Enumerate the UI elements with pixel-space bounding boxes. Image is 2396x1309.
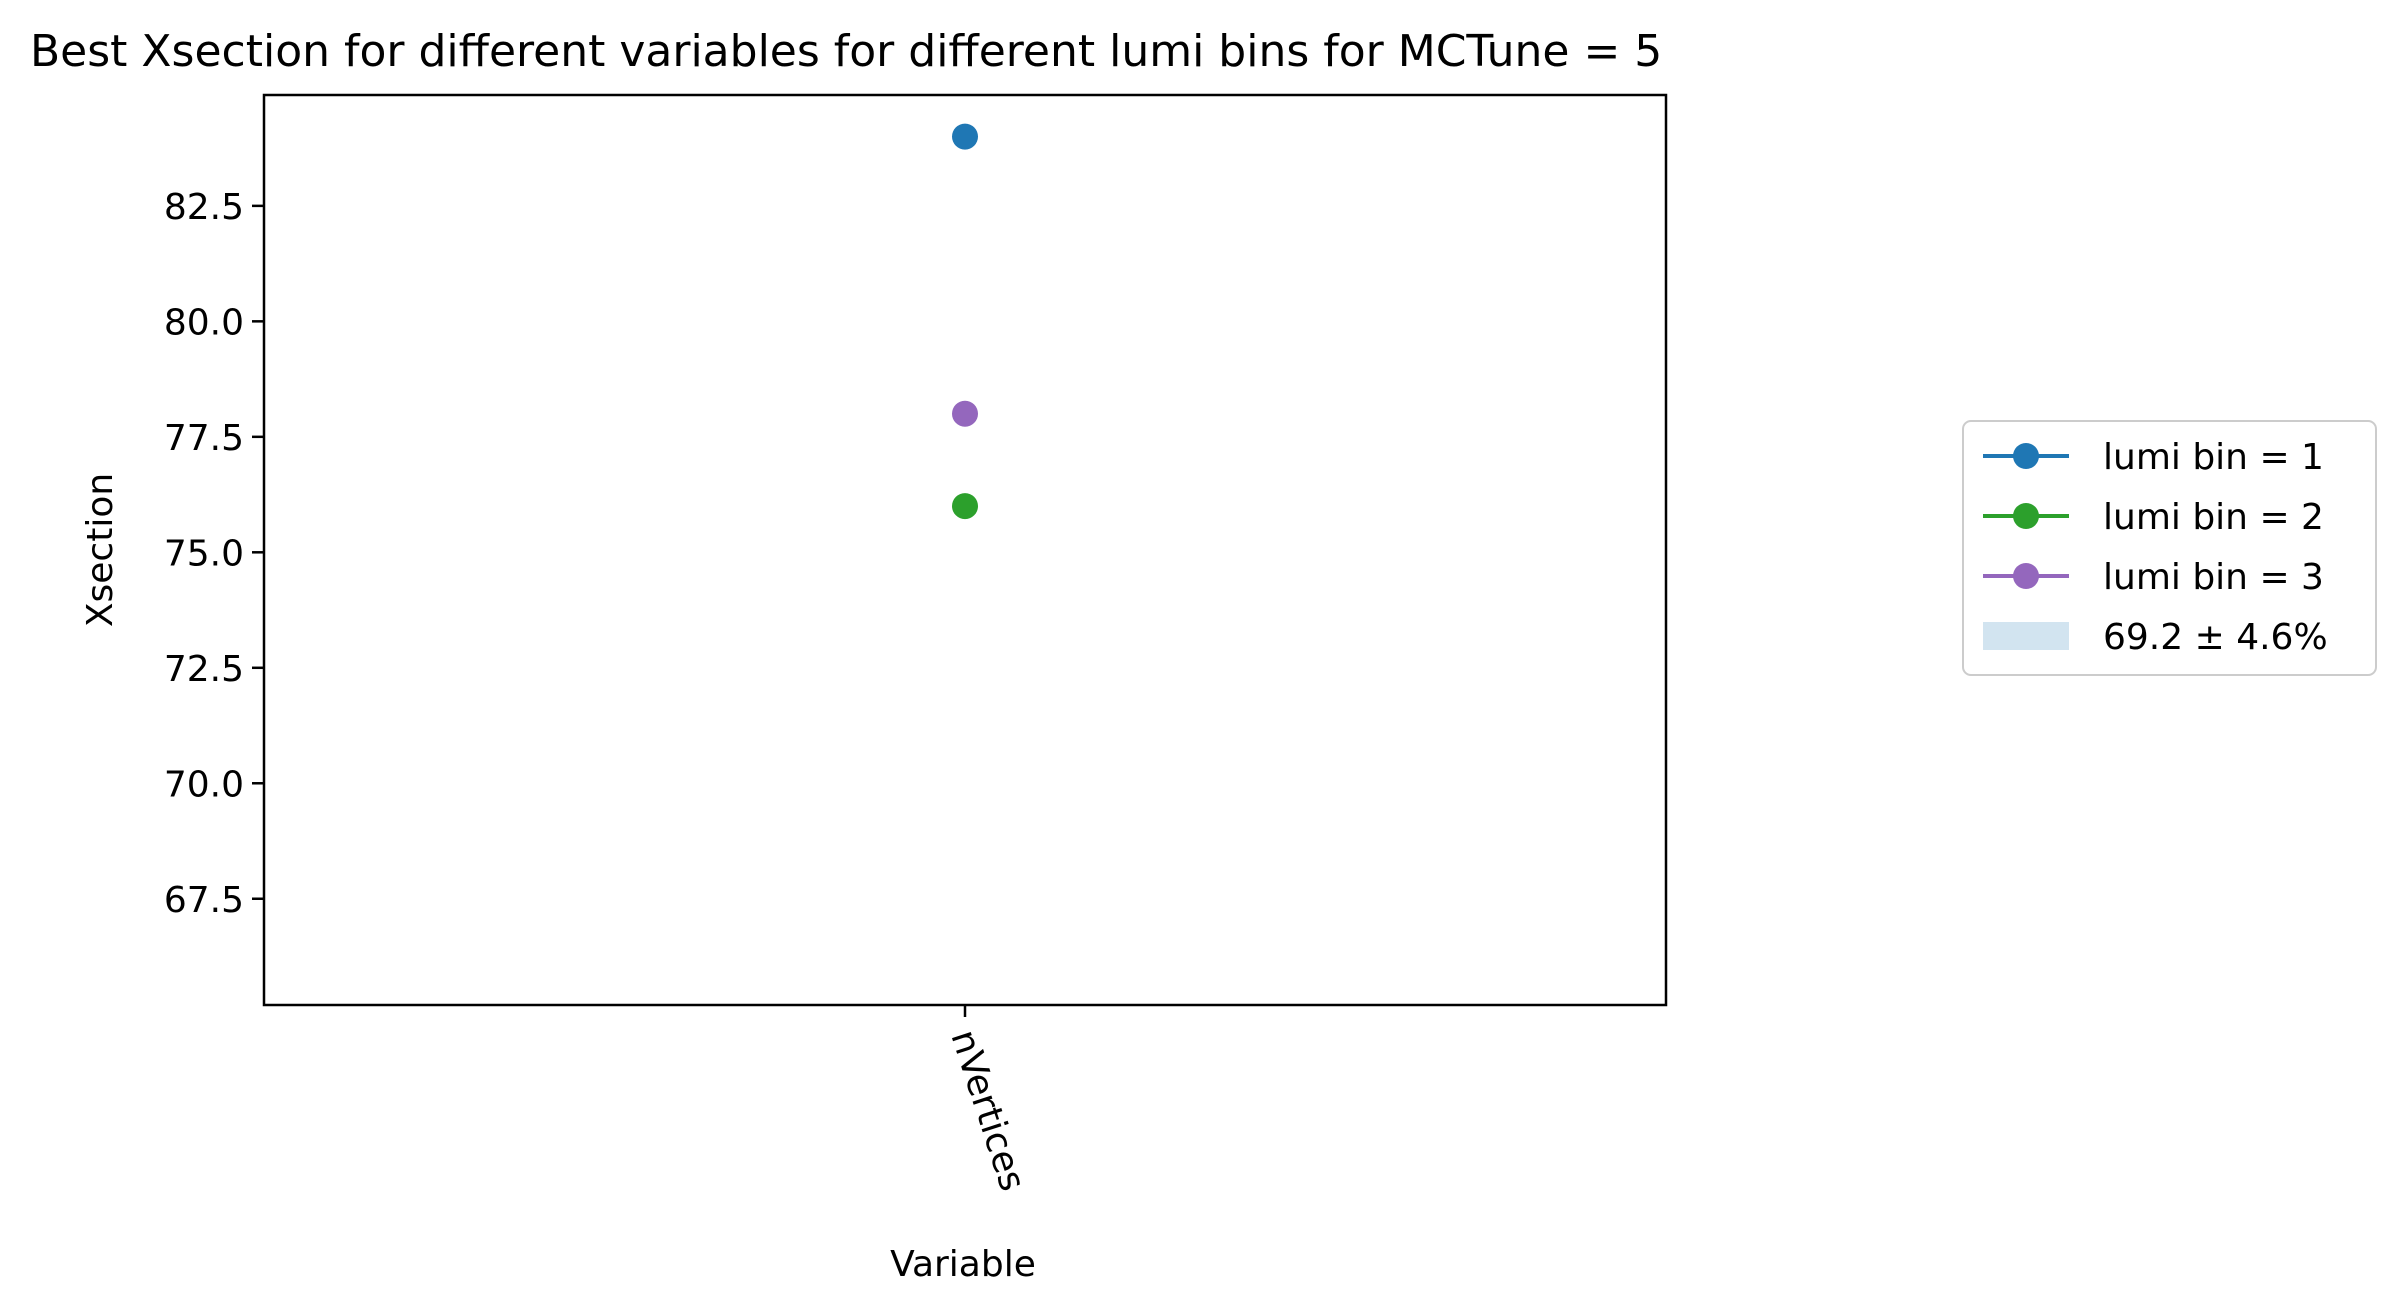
data-point-lumi-bin-1 (952, 123, 978, 150)
y-tick-label: 80.0 (164, 302, 244, 343)
legend: lumi bin = 1 lumi bin = 2 lumi bin = 3 69.2… (1962, 420, 2377, 676)
y-tick-label: 75.0 (164, 533, 244, 574)
y-tick-label: 70.0 (164, 764, 244, 805)
y-axis: 67.5 70.0 72.5 75.0 77.5 80.0 82.5 (164, 187, 264, 921)
legend-band-swatch (1983, 622, 2069, 650)
y-tick-label: 82.5 (164, 187, 244, 228)
legend-marker (2013, 503, 2039, 529)
legend-label: lumi bin = 3 (2103, 557, 2324, 598)
legend-marker (2013, 563, 2039, 589)
x-tick-label: nVertices (942, 1025, 1032, 1196)
y-tick-label: 72.5 (164, 649, 244, 690)
legend-label: lumi bin = 2 (2103, 497, 2324, 538)
plot-frame (262, 93, 1668, 1007)
x-axis-label: Variable (890, 1244, 1036, 1285)
y-tick-label: 77.5 (164, 418, 244, 459)
data-points (952, 123, 978, 520)
legend-label: 69.2 ± 4.6% (2103, 617, 2328, 658)
data-point-lumi-bin-2 (952, 493, 978, 520)
legend-label: lumi bin = 1 (2103, 437, 2324, 478)
x-axis: nVertices (942, 1005, 1033, 1196)
chart-title-text: Best Xsection for different variables fo… (30, 26, 1662, 77)
y-tick-label: 67.5 (164, 880, 244, 921)
y-axis-label: Xsection (80, 473, 121, 627)
legend-marker (2013, 443, 2039, 469)
plot-area (262, 93, 1668, 1007)
legend-box (1962, 420, 2377, 676)
data-point-lumi-bin-3 (952, 400, 978, 427)
